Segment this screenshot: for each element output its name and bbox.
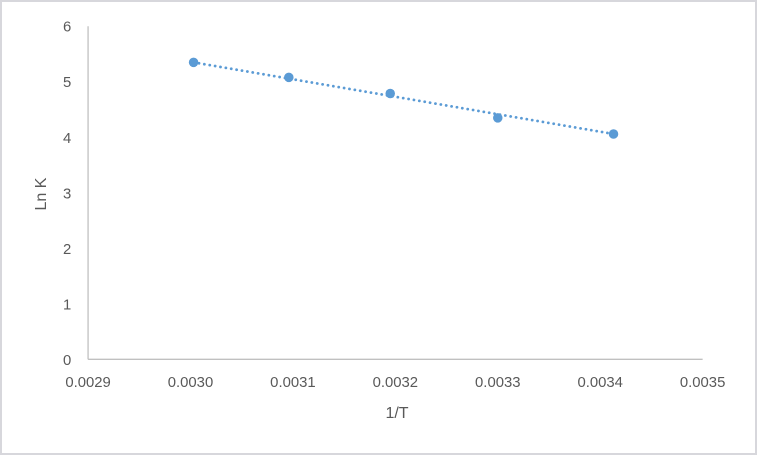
data-point[interactable] [284, 72, 294, 83]
y-axis-title: Ln K [33, 177, 50, 211]
y-tick-label: 6 [63, 20, 71, 36]
y-tick-label: 5 [63, 75, 71, 91]
data-point[interactable] [188, 57, 199, 68]
y-tick-label: 0 [63, 353, 71, 369]
x-tick-label: 0.0030 [168, 375, 213, 391]
x-tick-label: 0.0035 [680, 375, 725, 391]
y-tick-label: 1 [63, 297, 71, 313]
x-axis-title: 1/T [385, 405, 409, 422]
x-tick-label: 0.0033 [475, 375, 520, 391]
x-tick-label: 0.0034 [577, 375, 622, 391]
data-point[interactable] [493, 113, 503, 123]
data-point[interactable] [385, 88, 395, 99]
y-tick-label: 3 [63, 186, 71, 202]
trendline[interactable] [192, 60, 615, 136]
y-tick-label: 2 [63, 242, 71, 258]
x-tick-label: 0.0032 [373, 375, 418, 391]
x-tick-label: 0.0031 [270, 375, 315, 391]
data-point[interactable] [608, 129, 619, 139]
y-tick-label: 4 [63, 131, 71, 147]
x-tick-label: 0.0029 [65, 375, 110, 391]
